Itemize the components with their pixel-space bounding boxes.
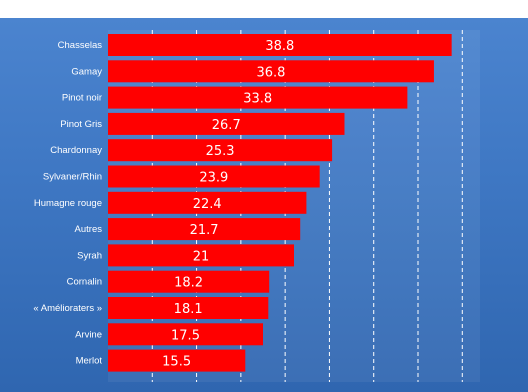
- category-label: Chardonnay: [50, 145, 102, 156]
- bar: [108, 34, 452, 56]
- value-label: 15.5: [162, 355, 191, 370]
- bar: [108, 323, 263, 346]
- category-label: Gamay: [71, 66, 102, 77]
- category-label: « Amélioraters »: [33, 303, 102, 314]
- category-label: Arvine: [75, 329, 102, 340]
- bar: [108, 297, 269, 319]
- bar: [108, 139, 333, 162]
- category-label: Cornalin: [67, 277, 102, 288]
- value-labels: 38.8 36.8 33.826.7 25.3 23.9 22.4 21.7 21 18.2 18…: [162, 39, 294, 370]
- value-label: 18.1: [174, 302, 203, 317]
- value-label: 25.3: [206, 144, 235, 159]
- bar: [108, 244, 294, 267]
- value-label: 26.7: [212, 118, 241, 133]
- category-label: Pinot noir: [62, 93, 102, 104]
- value-label: 17.5: [171, 328, 200, 343]
- value-label: 38.8: [265, 39, 294, 54]
- bar: [108, 270, 270, 293]
- category-label: Pinot Gris: [60, 119, 102, 130]
- category-label: Syrah: [77, 250, 102, 261]
- category-label: Chasselas: [58, 40, 103, 51]
- value-label: 22.4: [193, 197, 222, 212]
- category-label: Humagne rouge: [34, 198, 102, 209]
- bar: [108, 112, 345, 135]
- category-label: Merlot: [76, 356, 103, 367]
- bars: [108, 34, 452, 372]
- value-label: 23.9: [199, 171, 228, 186]
- value-label: 33.8: [243, 92, 272, 107]
- bar: [108, 191, 307, 214]
- category-labels: Chasselas Gamay Pinot noir Pinot Gris Chardo…: [33, 40, 102, 367]
- category-label: Autres: [75, 224, 103, 235]
- bar: [108, 218, 301, 241]
- value-label: 36.8: [256, 65, 285, 80]
- bar: [108, 165, 320, 188]
- value-label: 21.7: [190, 223, 219, 238]
- category-label: Sylvaner/Rhin: [43, 172, 102, 183]
- bar: [108, 60, 434, 83]
- value-label: 21: [193, 249, 210, 264]
- value-label: 18.2: [174, 276, 203, 291]
- bar: [108, 86, 408, 109]
- bar: [108, 349, 246, 372]
